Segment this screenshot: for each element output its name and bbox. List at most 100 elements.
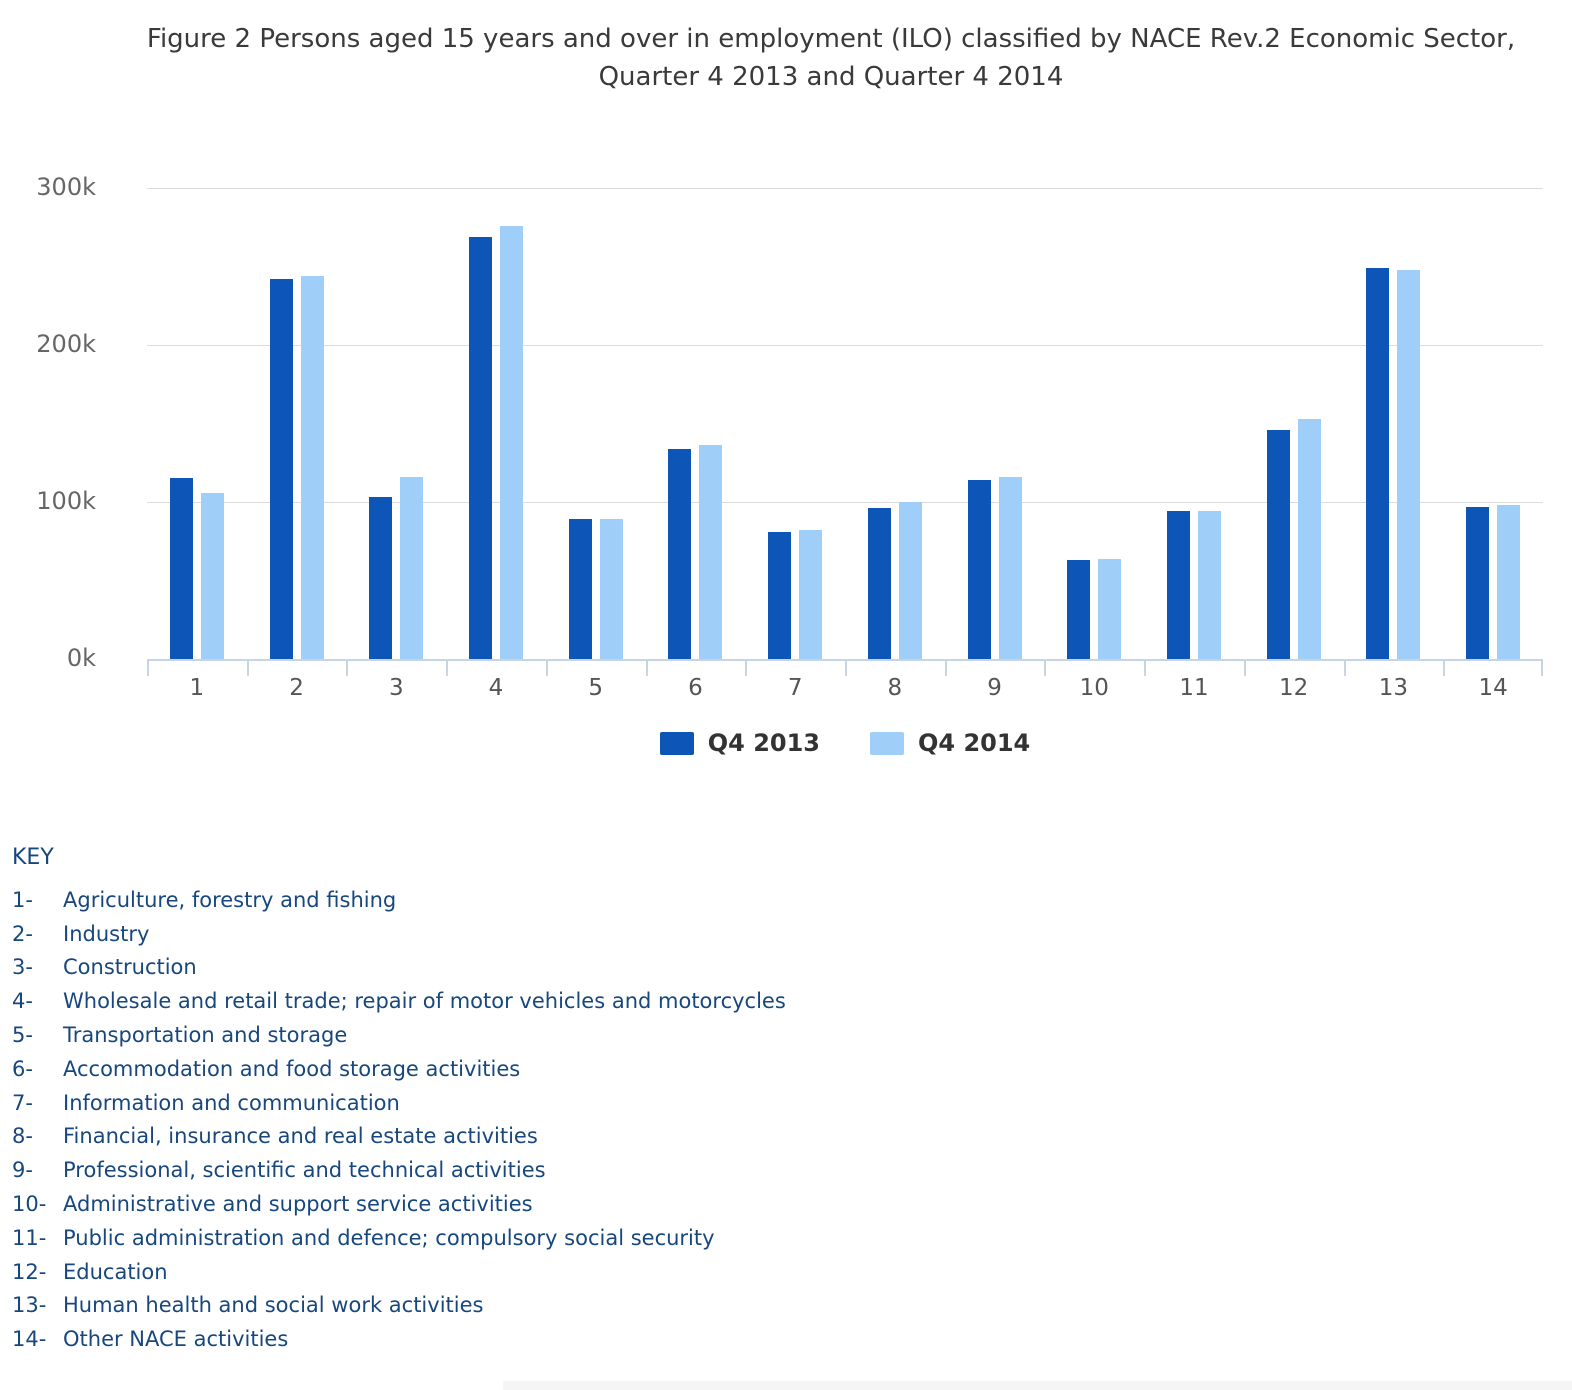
bar-q4-2013-cat-10	[1067, 560, 1091, 659]
y-axis-label-200k: 200k	[36, 330, 96, 358]
key-item-label-4: Wholesale and retail trade; repair of mo…	[63, 989, 786, 1014]
x-axis-label-6: 6	[688, 675, 703, 701]
key-item-6: 6- Accommodation and food storage activit…	[12, 1052, 786, 1086]
key-item-label-5: Transportation and storage	[63, 1023, 348, 1048]
x-axis-label-7: 7	[787, 675, 803, 701]
key-heading: KEY	[12, 845, 54, 870]
category-group-1	[147, 188, 247, 659]
key-item-label-9: Professional, scientific and technical a…	[63, 1158, 546, 1183]
category-group-10	[1044, 188, 1144, 659]
chart-title-line-1: Figure 2 Persons aged 15 years and over …	[146, 24, 1516, 54]
x-axis-label-10: 10	[1079, 675, 1109, 701]
key-item-label-1: Agriculture, forestry and fishing	[63, 887, 397, 912]
x-axis-tick-8	[944, 659, 947, 676]
x-axis-tick-10	[1144, 659, 1147, 676]
bar-q4-2014-cat-2	[300, 275, 324, 659]
key-item-number-6: 6-	[12, 1056, 33, 1081]
bar-q4-2014-cat-1	[200, 492, 224, 659]
x-axis-tick-6	[745, 659, 748, 676]
x-axis-tick-0	[147, 659, 149, 676]
key-item-1: 1- Agriculture, forestry and fishing	[12, 883, 786, 917]
key-item-label-10: Administrative and support service activ…	[63, 1192, 533, 1217]
key-item-9: 9- Professional, scientific and technical…	[12, 1153, 786, 1187]
x-axis-label-12: 12	[1279, 675, 1309, 701]
x-axis-tick-14	[1541, 659, 1543, 676]
legend-swatch-q4-2014-icon	[870, 731, 904, 755]
key-item-number-9: 9-	[12, 1158, 33, 1183]
x-axis-tick-9	[1044, 659, 1047, 676]
category-group-11	[1144, 188, 1244, 659]
bar-q4-2013-cat-2	[269, 279, 293, 659]
y-axis-label-100k: 100k	[36, 487, 96, 515]
x-axis-label-5: 5	[588, 675, 604, 701]
key-item-12: 12- Education	[12, 1255, 786, 1289]
x-axis-tick-2	[346, 659, 349, 676]
key-item-number-4: 4-	[12, 989, 33, 1014]
key-item-number-5: 5-	[12, 1023, 33, 1048]
key-item-label-14: Other NACE activities	[63, 1327, 289, 1352]
key-item-label-6: Accommodation and food storage activitie…	[63, 1056, 521, 1081]
key-item-number-12: 12-	[12, 1259, 47, 1284]
chart-title-line-2: Quarter 4 2013 and Quarter 4 2014	[598, 62, 1064, 92]
x-axis-label-4: 4	[488, 675, 504, 701]
y-axis-label-300k: 300k	[36, 173, 96, 201]
category-group-4	[446, 188, 546, 659]
gridline-300k	[147, 187, 1543, 189]
category-group-7	[745, 188, 845, 659]
x-axis-label-13: 13	[1378, 675, 1409, 701]
bar-q4-2013-cat-5	[568, 519, 592, 659]
bar-q4-2013-cat-13	[1366, 268, 1390, 659]
x-axis-label-8: 8	[887, 675, 903, 701]
key-item-14: 14- Other NACE activities	[12, 1322, 786, 1356]
x-axis-tick-3	[446, 659, 449, 676]
key-item-number-1: 1-	[12, 887, 33, 912]
bar-q4-2014-cat-4	[499, 225, 523, 659]
bar-q4-2014-cat-10	[1098, 558, 1122, 659]
x-axis-tick-5	[645, 659, 648, 676]
key-item-number-7: 7-	[12, 1090, 33, 1115]
x-axis-tick-1	[246, 659, 249, 676]
key-item-4: 4- Wholesale and retail trade; repair of …	[12, 984, 786, 1018]
key-item-label-12: Education	[63, 1259, 168, 1284]
bar-q4-2014-cat-3	[400, 476, 424, 659]
key-item-number-2: 2-	[12, 921, 33, 946]
category-group-2	[247, 188, 347, 659]
x-axis-tick-4	[545, 659, 548, 676]
key-item-label-13: Human health and social work activities	[63, 1293, 484, 1318]
bar-q4-2013-cat-8	[867, 508, 891, 659]
bar-q4-2014-cat-7	[799, 530, 823, 659]
x-axis-label-14: 14	[1478, 675, 1508, 701]
x-axis-label-11: 11	[1179, 675, 1209, 701]
gridline-200k	[147, 344, 1543, 346]
category-group-5	[546, 188, 646, 659]
key-item-3: 3- Construction	[12, 951, 786, 985]
category-group-14	[1443, 188, 1543, 659]
key-item-label-7: Information and communication	[63, 1090, 400, 1115]
bar-q4-2013-cat-4	[468, 236, 492, 659]
y-axis-label-0k: 0k	[66, 644, 96, 672]
category-group-13	[1344, 188, 1444, 659]
key-item-label-3: Construction	[63, 955, 197, 980]
key-item-number-11: 11-	[12, 1225, 47, 1250]
key-item-number-10: 10-	[12, 1192, 47, 1217]
bar-q4-2013-cat-9	[967, 480, 991, 659]
bar-q4-2013-cat-3	[369, 497, 393, 659]
category-group-8	[845, 188, 945, 659]
legend-label-q4-2014: Q4 2014	[918, 729, 1031, 757]
key-item-number-8: 8-	[12, 1124, 33, 1149]
bar-q4-2013-cat-11	[1166, 511, 1190, 659]
category-group-3	[346, 188, 446, 659]
key-list: 1- Agriculture, forestry and fishing 2- Ind…	[12, 883, 786, 1356]
key-item-11: 11- Public administration and defence; co…	[12, 1221, 786, 1255]
category-group-9	[945, 188, 1045, 659]
gridline-100k	[147, 501, 1543, 503]
x-axis-tick-13	[1443, 659, 1446, 676]
key-item-10: 10- Administrative and support service ac…	[12, 1187, 786, 1221]
bar-q4-2014-cat-13	[1397, 269, 1421, 659]
bar-q4-2014-cat-11	[1197, 511, 1221, 659]
key-section: KEY 1- Agriculture, forestry and fishing 2…	[12, 845, 786, 1356]
bar-q4-2014-cat-14	[1497, 505, 1521, 659]
key-item-2: 2- Industry	[12, 917, 786, 951]
key-item-label-2: Industry	[63, 921, 150, 946]
